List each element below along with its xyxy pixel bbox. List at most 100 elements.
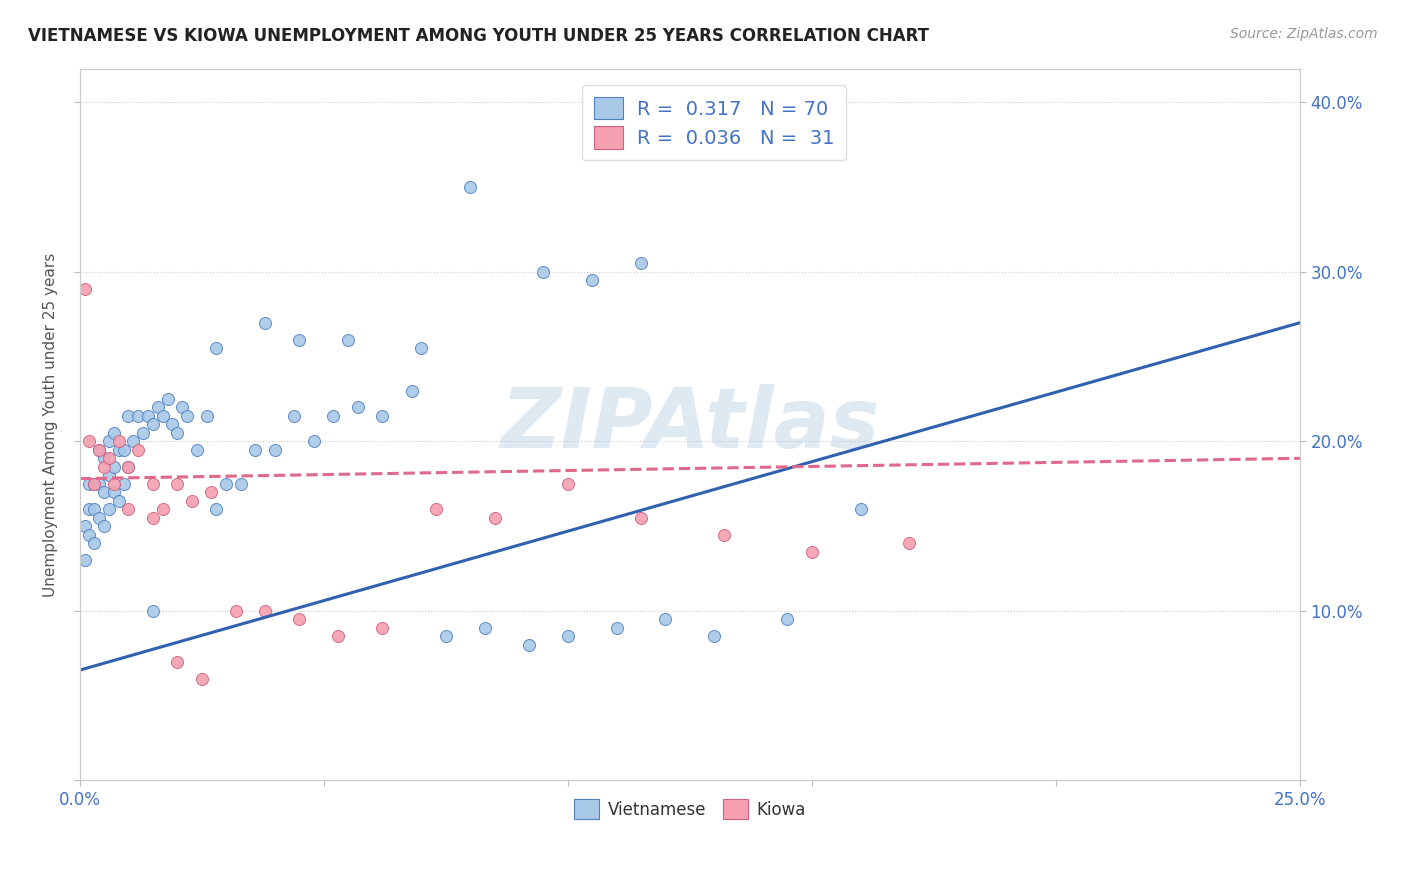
Point: [581, 273, 603, 287]
Point: [93, 451, 115, 466]
Point: [162, 417, 184, 432]
Point: [79, 476, 101, 491]
Point: [79, 434, 101, 449]
Point: [517, 638, 540, 652]
Point: [97, 434, 120, 449]
Point: [142, 604, 165, 618]
Point: [245, 442, 267, 457]
Point: [93, 485, 115, 500]
Point: [434, 629, 457, 643]
Point: [103, 485, 125, 500]
Point: [288, 333, 311, 347]
Point: [103, 459, 125, 474]
Point: [557, 629, 579, 643]
Point: [205, 341, 228, 355]
Point: [703, 629, 725, 643]
Point: [630, 256, 652, 270]
Point: [136, 409, 159, 423]
Point: [898, 536, 921, 550]
Point: [166, 476, 188, 491]
Point: [107, 442, 129, 457]
Point: [458, 180, 481, 194]
Point: [103, 425, 125, 440]
Point: [97, 451, 120, 466]
Point: [79, 527, 101, 541]
Point: [93, 459, 115, 474]
Point: [347, 401, 370, 415]
Point: [83, 476, 105, 491]
Point: [117, 459, 139, 474]
Point: [112, 476, 135, 491]
Point: [107, 434, 129, 449]
Point: [849, 502, 872, 516]
Point: [195, 409, 218, 423]
Point: [425, 502, 447, 516]
Point: [484, 510, 506, 524]
Point: [371, 409, 394, 423]
Point: [474, 621, 496, 635]
Point: [180, 493, 202, 508]
Point: [89, 442, 111, 457]
Point: [83, 476, 105, 491]
Point: [606, 621, 628, 635]
Point: [142, 417, 165, 432]
Point: [117, 459, 139, 474]
Point: [117, 502, 139, 516]
Point: [89, 442, 111, 457]
Point: [103, 476, 125, 491]
Point: [776, 612, 799, 626]
Point: [172, 401, 194, 415]
Point: [205, 502, 228, 516]
Point: [328, 629, 350, 643]
Point: [654, 612, 676, 626]
Point: [112, 442, 135, 457]
Point: [89, 476, 111, 491]
Point: [89, 510, 111, 524]
Point: [117, 409, 139, 423]
Point: [215, 476, 238, 491]
Point: [156, 392, 179, 406]
Point: [97, 502, 120, 516]
Point: [79, 502, 101, 516]
Point: [107, 493, 129, 508]
Point: [142, 510, 165, 524]
Point: [411, 341, 433, 355]
Point: [83, 536, 105, 550]
Point: [302, 434, 325, 449]
Point: [166, 425, 188, 440]
Point: [531, 265, 554, 279]
Point: [83, 502, 105, 516]
Point: [371, 621, 394, 635]
Point: [800, 544, 823, 558]
Point: [73, 282, 96, 296]
Point: [166, 655, 188, 669]
Point: [146, 401, 169, 415]
Point: [200, 485, 222, 500]
Point: [288, 612, 311, 626]
Point: [322, 409, 344, 423]
Point: [127, 442, 149, 457]
Point: [97, 468, 120, 483]
Point: [264, 442, 287, 457]
Point: [190, 672, 212, 686]
Point: [93, 519, 115, 533]
Point: [229, 476, 252, 491]
Text: ZIPAtlas: ZIPAtlas: [501, 384, 880, 465]
Point: [254, 316, 277, 330]
Point: [127, 409, 149, 423]
Point: [152, 409, 174, 423]
Text: VIETNAMESE VS KIOWA UNEMPLOYMENT AMONG YOUTH UNDER 25 YEARS CORRELATION CHART: VIETNAMESE VS KIOWA UNEMPLOYMENT AMONG Y…: [28, 27, 929, 45]
Point: [630, 510, 652, 524]
Point: [713, 527, 735, 541]
Point: [283, 409, 305, 423]
Point: [401, 384, 423, 398]
Point: [73, 553, 96, 567]
Point: [557, 476, 579, 491]
Point: [254, 604, 277, 618]
Point: [337, 333, 360, 347]
Text: Source: ZipAtlas.com: Source: ZipAtlas.com: [1230, 27, 1378, 41]
Point: [176, 409, 198, 423]
Point: [142, 476, 165, 491]
Legend: Vietnamese, Kiowa: Vietnamese, Kiowa: [568, 793, 813, 825]
Point: [122, 434, 145, 449]
